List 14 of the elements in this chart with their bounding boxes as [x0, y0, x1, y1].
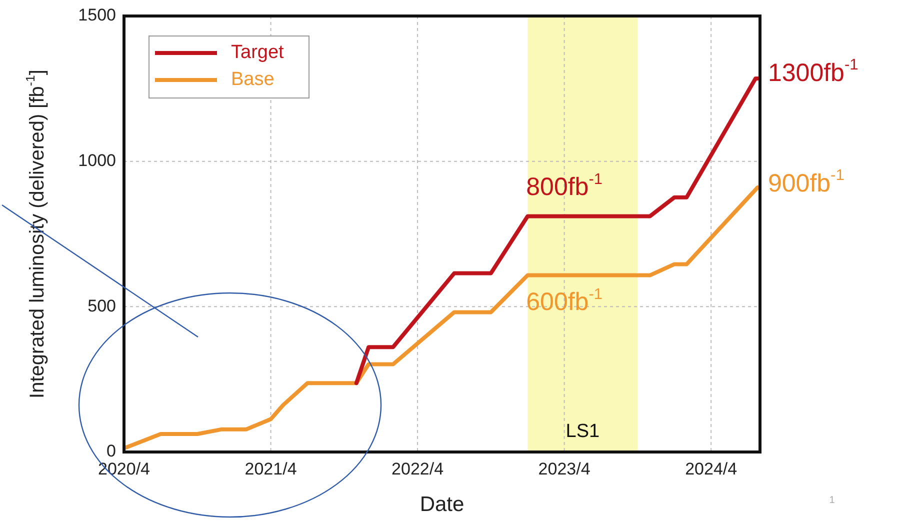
y-tick-label: 1500 — [78, 6, 116, 25]
x-axis-title: Date — [420, 492, 464, 516]
x-tick-label: 2023/4 — [538, 460, 590, 479]
y-axis-title: Integrated luminosity (delivered) [fb-1] — [23, 70, 49, 398]
x-tick-label: 2024/4 — [685, 460, 738, 479]
legend-label: Target — [231, 42, 285, 64]
text: 1 — [829, 494, 836, 506]
y-tick-label: 1000 — [78, 151, 116, 170]
x-tick-label: 2022/4 — [392, 460, 444, 479]
y-tick-label: 500 — [88, 296, 116, 316]
x-tick-label: 2021/4 — [244, 460, 297, 479]
legend-label: Base — [231, 69, 274, 90]
band-label: LS1 — [566, 421, 600, 442]
y-tick-label: 0 — [106, 442, 116, 461]
